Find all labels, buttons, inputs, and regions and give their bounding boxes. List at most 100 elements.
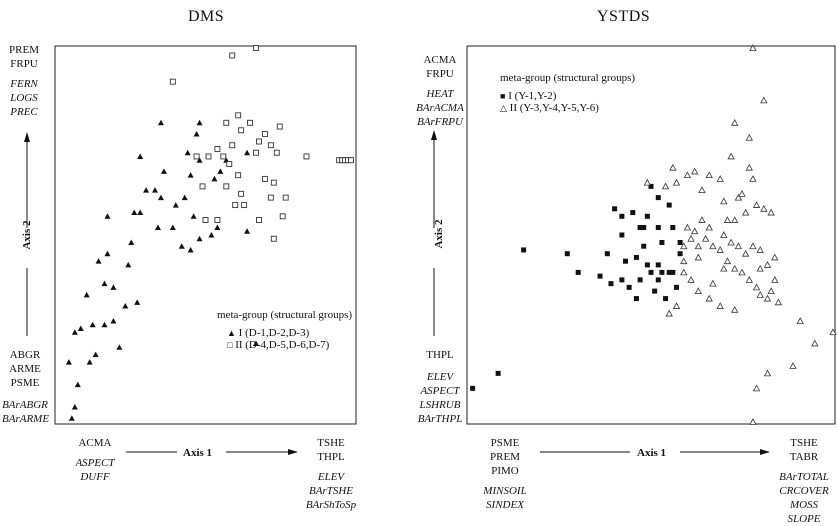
data-point-open-triangle [687,234,695,242]
dms-axis1-right-labels: TSHE THPL ELEV BArTSHE BArShToSp [298,436,364,512]
data-point-open-square [214,146,221,152]
ystds-axis2-top-label: ACMA [423,54,457,66]
data-point-open-triangle [731,264,739,272]
data-point-open-triangle [738,190,746,197]
data-point-filled-square [597,273,603,279]
data-point-open-triangle [741,249,750,257]
ystds-plot-frame [466,45,836,425]
ystds-axis2-bottom-italic: ASPECT [420,385,460,397]
data-point-open-triangle [669,163,677,171]
data-point-open-triangle [720,231,728,238]
data-point-filled-square [608,281,614,287]
data-point-filled-square [666,269,672,275]
data-point-open-triangle [723,257,732,265]
dms-axis1-right-italic: BArShToSp [305,499,357,511]
ystds-axis1-left-label: PREM [490,451,520,463]
data-point-open-triangle [694,287,702,295]
data-point-open-square [223,183,230,190]
data-point-open-triangle [767,208,775,216]
data-point-open-triangle [727,238,735,246]
data-point-filled-triangle [134,299,141,305]
data-point-open-square [282,194,289,201]
data-point-filled-triangle [65,359,72,365]
data-point-filled-square [659,269,665,275]
data-point-filled-square [670,269,676,275]
data-point-open-square [267,194,274,201]
dms-axis2-bottom-label: ABGR [9,349,41,361]
dms-axis1-right-label: THPL [317,451,345,463]
data-point-filled-triangle [169,224,176,231]
data-point-filled-triangle [244,228,251,234]
ystds-axis2-bottom-italic: LSHRUB [419,399,461,411]
data-point-open-triangle [705,171,713,179]
data-point-filled-square [637,277,643,283]
data-point-open-triangle [709,242,717,250]
data-point-open-square [273,149,280,156]
data-point-open-triangle [683,223,692,231]
data-point-open-triangle [680,257,688,265]
data-point-filled-square [659,239,665,245]
data-point-open-square [238,127,245,134]
data-point-filled-triangle [157,194,164,201]
data-point-filled-triangle [190,213,197,219]
data-point-filled-square [604,251,610,257]
data-point-filled-triangle [110,284,117,290]
dms-axis2-bottom-label: ARME [9,363,41,375]
data-point-filled-triangle [187,246,194,253]
dms-axis2-top-italic: PREC [10,106,38,118]
dms-axis2-arrowhead [24,132,30,142]
ystds-axis2-top-italic: BArFRPU [417,116,463,128]
data-point-open-square [241,202,248,209]
data-point-filled-square [644,262,650,268]
data-point-open-triangle [760,204,768,212]
data-point-open-square [214,217,221,223]
data-point-open-triangle [796,317,804,324]
data-point-open-triangle [756,291,764,298]
data-point-filled-triangle [101,321,108,328]
ystds-axis2-top-label: FRPU [426,68,454,80]
ystds-axis1-left-label: PSME [490,437,520,449]
data-point-open-triangle [727,152,735,160]
dms-axis2-top-italic: LOGS [10,92,38,104]
data-point-open-triangle [701,234,710,242]
data-point-filled-triangle [143,187,150,193]
dms-axis1-left-label: ACMA [78,437,112,449]
data-point-open-square [235,172,242,179]
data-point-open-triangle [829,328,837,336]
data-point-filled-triangle [128,239,135,245]
dms-legend: meta-group (structural groups) ▲ I (D-1,… [217,309,352,351]
data-point-filled-square [673,284,679,290]
data-point-filled-square [575,269,581,275]
data-point-open-triangle [683,171,692,179]
data-point-open-square [169,78,176,85]
dms-axis2-bottom-label: PSME [10,377,40,389]
data-point-filled-square [612,206,618,212]
data-point-open-triangle [734,193,743,201]
plots-svg [24,44,837,455]
data-point-open-square [220,153,227,160]
dms-legend-item: ▲ I (D-1,D-2,D-3) [217,327,352,339]
data-point-open-triangle [661,182,670,190]
dms-legend-entry: II (D-4,D-5,D-6,D-7) [235,339,330,351]
data-point-open-triangle [680,268,688,276]
data-point-filled-square [619,277,625,283]
ystds-axis1-right-italic: MOSS [789,499,819,511]
data-point-filled-triangle [154,224,161,231]
data-point-open-triangle [687,276,695,283]
data-point-open-triangle [745,276,753,283]
data-point-filled-square [666,202,672,208]
data-point-filled-triangle [196,119,203,126]
ystds-axis1-left-labels: PSME PREM PIMO MINSOIL SINDEX [480,436,530,512]
data-point-filled-triangle [71,329,78,335]
data-point-filled-square [655,195,661,201]
data-point-open-triangle [698,216,706,223]
data-point-open-square [205,153,212,160]
dms-axis2-top-italic: FERN [10,78,38,90]
data-point-filled-triangle [83,291,90,298]
data-point-open-square [303,153,310,160]
data-point-filled-square [470,385,476,391]
data-point-filled-triangle [196,235,203,242]
ystds-axis2-bottom-italic: ELEV [426,371,454,383]
data-point-filled-triangle [184,149,191,156]
ystds-axis2-top-labels: ACMA FRPU HEAT BArACMA BArFRPU [414,53,466,129]
